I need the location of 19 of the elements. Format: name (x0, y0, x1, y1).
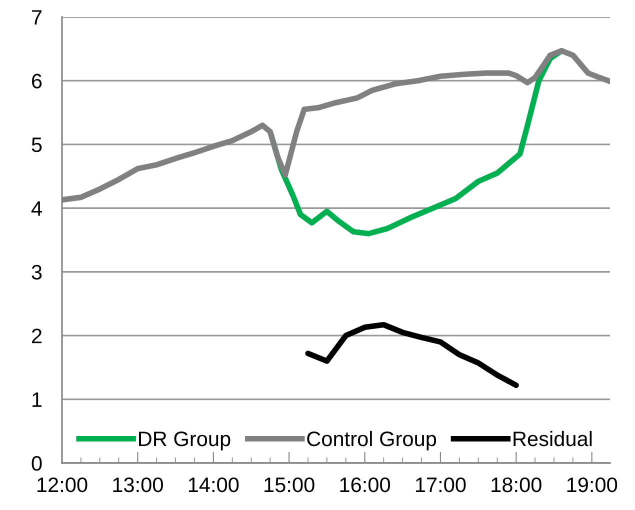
x-tick-label: 14:00 (188, 477, 239, 492)
y-tick-label: 5 (32, 138, 42, 152)
x-tick-label: 19:00 (567, 477, 618, 492)
y-tick-label: 6 (32, 74, 42, 88)
y-tick-label: 1 (32, 392, 42, 407)
x-tick-label: 16:00 (340, 477, 390, 492)
x-tick-label: 12:00 (38, 477, 88, 492)
x-tick-label: 17:00 (416, 477, 466, 492)
legend-label: DR Group (139, 431, 230, 450)
x-tick-label: 15:00 (264, 477, 314, 492)
y-tick-label: 2 (32, 328, 42, 344)
y-tick-label: 3 (32, 264, 42, 280)
legend-label: Control Group (307, 430, 436, 450)
y-tick-label: 4 (31, 201, 42, 216)
x-tick-label: 18:00 (492, 477, 542, 492)
legend-label: Residual (514, 430, 592, 446)
y-tick-label: 0 (32, 456, 42, 471)
x-tick-label: 13:00 (113, 477, 163, 492)
y-tick-label: 7 (32, 10, 42, 25)
